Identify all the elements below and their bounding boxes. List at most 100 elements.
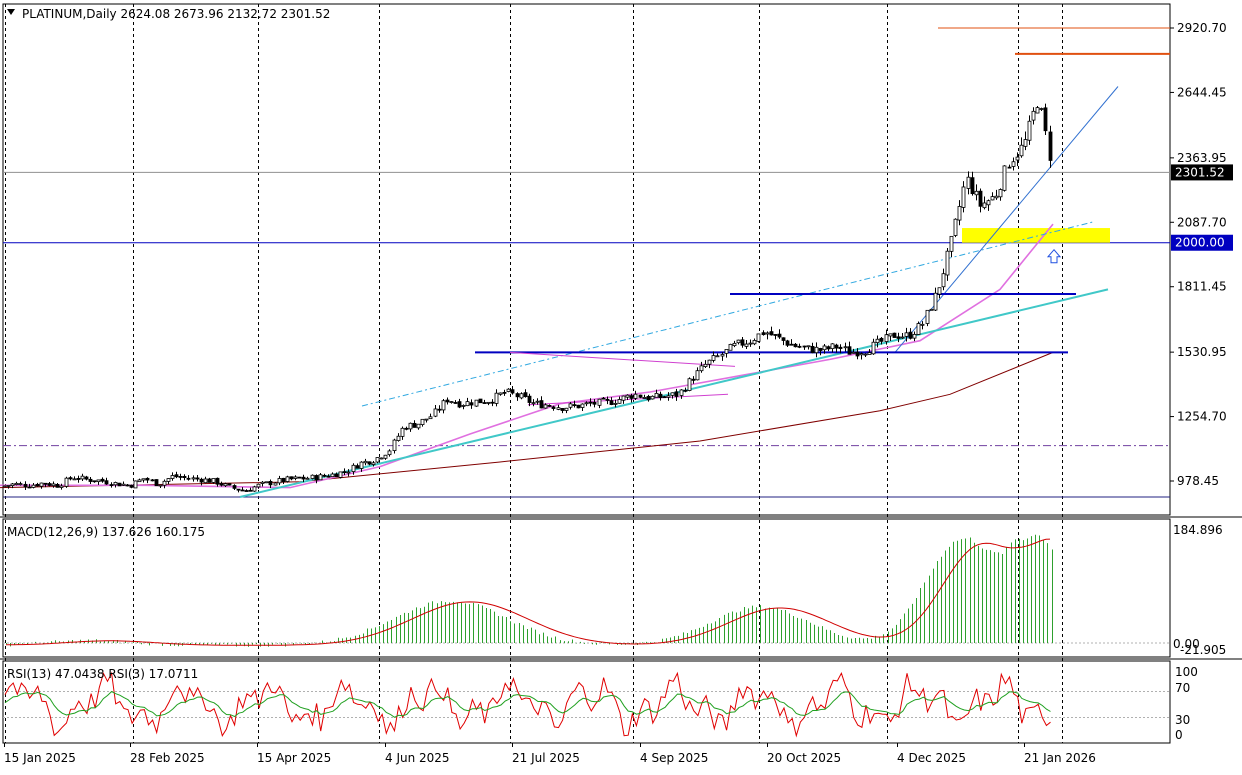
candle-down: [515, 393, 520, 398]
candle-up: [293, 476, 298, 479]
candle-down: [478, 398, 483, 404]
candle-down: [802, 345, 807, 348]
candle-up: [494, 392, 499, 404]
candle-up: [711, 355, 716, 361]
candle-down: [207, 478, 212, 483]
candle-down: [879, 337, 884, 342]
candle-down: [588, 401, 593, 404]
candle-down: [761, 332, 766, 336]
triangle-upper-line: [509, 351, 736, 367]
macd-title: MACD(12,26,9) 137.626 160.175: [7, 525, 205, 539]
y-tick-label: 2363.95: [1177, 151, 1227, 165]
candle-up: [351, 464, 356, 472]
candle-down: [244, 490, 249, 492]
price-marker-label: 2301.52: [1175, 165, 1225, 179]
x-tick-label: 21 Jul 2025: [512, 751, 580, 765]
candle-up: [203, 478, 208, 484]
candle-up: [949, 235, 954, 252]
candle-up: [416, 423, 421, 429]
candle-down: [236, 488, 241, 491]
candle-down: [43, 482, 48, 485]
candle-down: [457, 401, 462, 408]
rsi-title: RSI(13) 47.0438 RSI(3) 17.0711: [7, 667, 198, 681]
candle-down: [855, 351, 860, 357]
candle-down: [781, 337, 786, 341]
candle-up: [383, 454, 388, 459]
candle-up: [371, 462, 376, 465]
candle-up: [64, 477, 69, 487]
candle-down: [219, 483, 224, 486]
candle-up: [556, 407, 561, 410]
candle-up: [998, 189, 1003, 198]
candle-down: [683, 389, 688, 392]
candle-up: [756, 333, 761, 342]
candle-up: [359, 461, 364, 469]
candle-down: [539, 400, 544, 409]
candle-down: [88, 478, 93, 482]
y-tick-label: 2644.45: [1177, 85, 1227, 99]
candle-down: [547, 404, 552, 407]
candle-up: [830, 343, 835, 350]
candle-down: [502, 391, 507, 394]
candle-up: [625, 394, 630, 398]
candle-up: [400, 427, 405, 437]
candle-down: [92, 480, 97, 483]
candle-down: [404, 427, 409, 430]
main-panel-frame: [2, 3, 1171, 516]
candle-up: [687, 378, 692, 391]
candle-up: [305, 477, 310, 480]
candle-up: [363, 460, 368, 464]
candle-down: [1043, 107, 1048, 132]
candle-down: [268, 481, 273, 486]
candle-up: [162, 480, 167, 486]
candle-down: [818, 348, 823, 351]
support-zone: [962, 228, 1110, 243]
candle-up: [974, 190, 979, 196]
candle-up: [424, 418, 429, 421]
candle-up: [465, 401, 470, 407]
candle-up: [396, 435, 401, 441]
candle-up: [814, 346, 819, 354]
candle-up: [375, 457, 380, 463]
candle-up: [428, 416, 433, 420]
x-tick-label: 15 Apr 2025: [257, 751, 331, 765]
candle-up: [543, 404, 548, 409]
candle-down: [182, 475, 187, 478]
candle-up: [1027, 120, 1032, 141]
candle-down: [789, 343, 794, 346]
candle-down: [232, 485, 237, 489]
x-tick-label: 4 Sep 2025: [640, 751, 708, 765]
candle-up: [617, 399, 622, 404]
candle-down: [691, 378, 696, 381]
candle-down: [773, 334, 778, 336]
candle-down: [186, 477, 191, 480]
candle-down: [572, 404, 577, 407]
candle-up: [912, 333, 917, 339]
candles-group: [2, 103, 1053, 493]
candle-down: [826, 346, 831, 350]
candle-down: [527, 395, 532, 403]
candle-up: [724, 349, 729, 354]
candle-up: [121, 483, 126, 486]
candle-down: [978, 190, 983, 207]
candle-up: [137, 479, 142, 483]
candle-down: [355, 465, 360, 469]
candle-down: [551, 406, 556, 409]
candle-down: [908, 331, 913, 339]
candle-up: [699, 365, 704, 372]
candle-up: [39, 482, 44, 487]
candle-up: [728, 343, 733, 351]
candle-up: [732, 342, 737, 347]
candle-up: [621, 395, 626, 401]
candle-down: [847, 346, 852, 355]
candle-up: [703, 363, 708, 368]
candle-up: [884, 334, 889, 342]
candle-up: [568, 403, 573, 408]
candle-up: [933, 292, 938, 311]
candle-up: [535, 400, 540, 403]
candle-up: [986, 200, 991, 206]
rsi13-line: [4, 690, 1051, 718]
candle-up: [564, 407, 569, 411]
